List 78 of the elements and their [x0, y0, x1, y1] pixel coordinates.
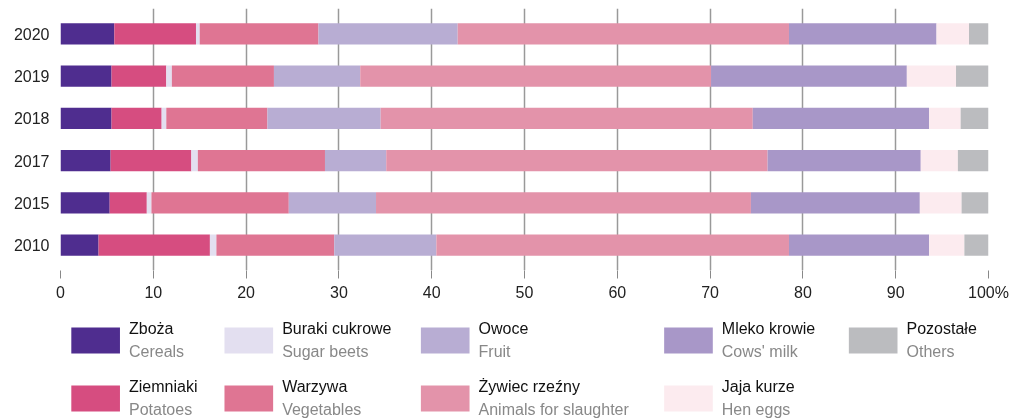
bar: [334, 234, 437, 256]
bar: [111, 65, 167, 87]
legend-label: Pozostałe Others: [906, 320, 977, 360]
legend-label: Mleko krowie Cows' milk: [721, 320, 816, 360]
x-tick-label: 0: [56, 283, 66, 301]
legend-label: Owoce Fruit: [478, 320, 529, 360]
x-tick-label: 30: [330, 283, 348, 301]
bar: [197, 150, 325, 172]
bar: [936, 23, 970, 45]
y-tick-label: 2019: [13, 68, 50, 86]
legend-label: Żywiec rzeźny Animals for slaughter: [478, 377, 630, 418]
bar: [324, 150, 387, 172]
bar: [767, 150, 921, 172]
bar: [457, 23, 789, 45]
bar: [929, 107, 961, 129]
bar: [711, 65, 907, 87]
bar: [151, 192, 289, 214]
legend-label: Warzywa Vegetables: [282, 378, 362, 418]
bar: [60, 234, 99, 256]
bar: [380, 107, 753, 129]
bar: [376, 192, 751, 214]
bar: [788, 234, 930, 256]
bar: [752, 107, 930, 129]
bar: [288, 192, 377, 214]
x-tick-label: 90: [886, 283, 905, 301]
bar: [209, 234, 217, 256]
bar: [750, 192, 920, 214]
x-tick-label: 20: [237, 283, 256, 301]
bar: [195, 23, 200, 45]
y-tick-label: 2020: [13, 25, 50, 43]
bar: [114, 23, 196, 45]
bar: [166, 107, 268, 129]
bar: [957, 150, 989, 172]
y-tick-label: 2010: [13, 237, 50, 255]
bar: [436, 234, 789, 256]
x-tick-label: 100%: [968, 283, 1009, 301]
bar: [60, 150, 111, 172]
legend-label: Jaja kurze Hen eggs: [721, 378, 795, 418]
bar: [956, 65, 989, 87]
bar: [110, 150, 192, 172]
legend-label: Ziemniaki Potatoes: [128, 378, 198, 418]
y-tick-label: 2015: [13, 194, 50, 212]
bar: [964, 234, 989, 256]
bar: [961, 192, 989, 214]
x-tick-label: 80: [794, 283, 812, 301]
bar: [360, 65, 712, 87]
bar: [199, 23, 319, 45]
bar: [166, 65, 172, 87]
bar: [191, 150, 198, 172]
x-tick-label: 70: [701, 283, 720, 301]
legend-label: Zboża Cereals: [128, 320, 185, 360]
bar: [788, 23, 937, 45]
bar: [216, 234, 335, 256]
y-tick-label: 2017: [13, 152, 50, 170]
bar: [929, 234, 965, 256]
bar: [318, 23, 458, 45]
bar: [273, 65, 361, 87]
bar: [111, 107, 162, 129]
bar: [919, 192, 962, 214]
bar: [60, 65, 112, 87]
bar: [386, 150, 768, 172]
bar: [969, 23, 989, 45]
x-tick-label: 40: [422, 283, 441, 301]
bar: [906, 65, 957, 87]
bar: [60, 107, 112, 129]
bar: [267, 107, 381, 129]
bar: [171, 65, 274, 87]
x-tick-label: 10: [144, 283, 163, 301]
bar: [960, 107, 989, 129]
bar: [60, 23, 115, 45]
bar: [920, 150, 958, 172]
x-tick-label: 50: [515, 283, 534, 301]
legend-label: Buraki cukrowe Sugar beets: [282, 320, 392, 360]
bar: [98, 234, 210, 256]
bar: [109, 192, 147, 214]
bar: [60, 192, 110, 214]
x-tick-label: 60: [608, 283, 627, 301]
y-tick-label: 2018: [13, 110, 50, 128]
